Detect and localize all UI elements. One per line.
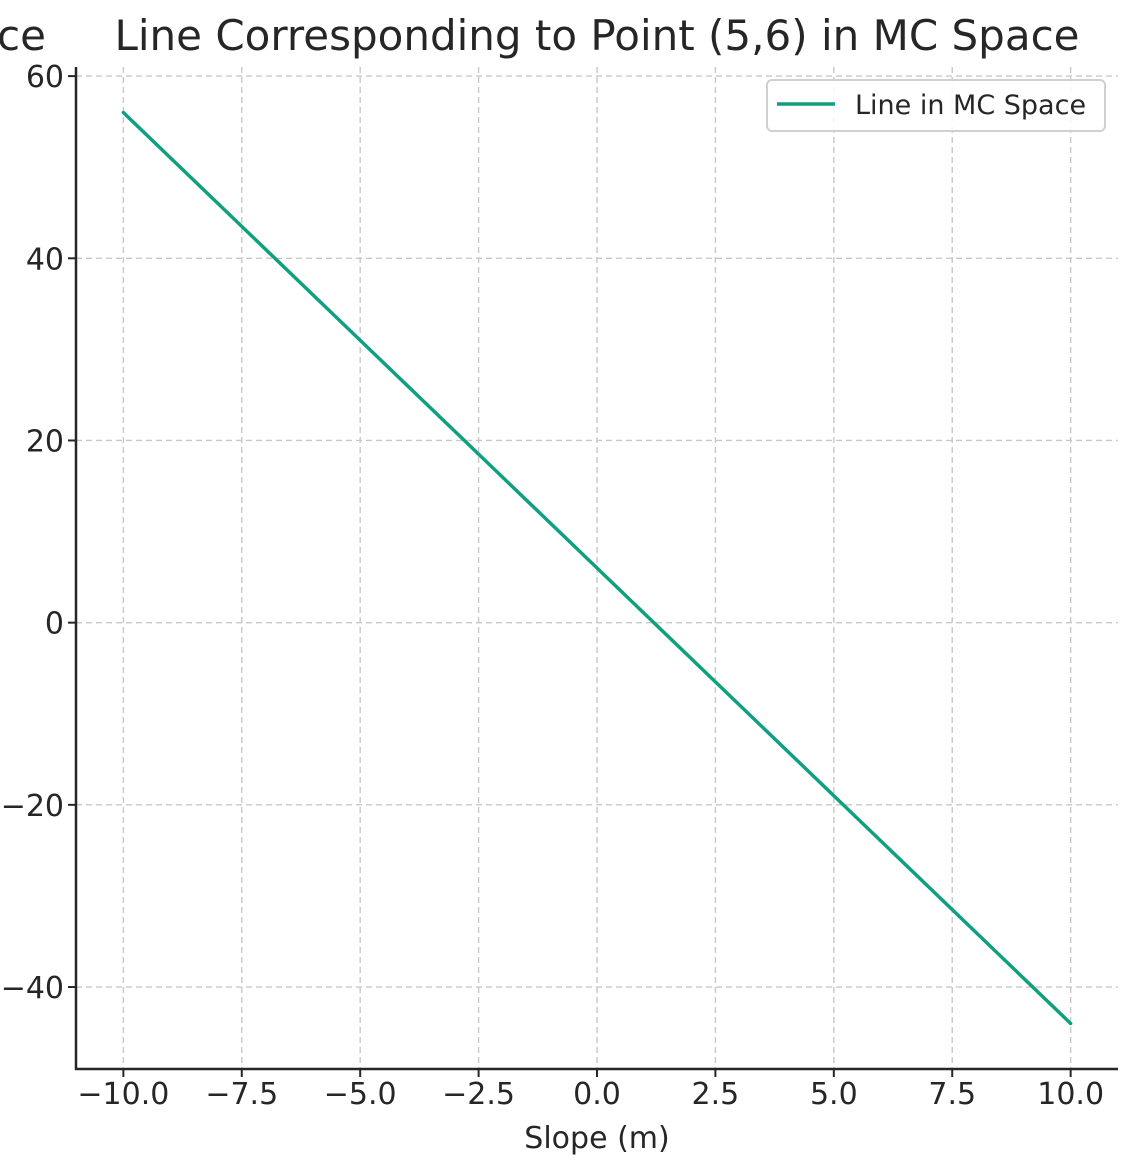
legend-label-line-in-mc-space: Line in MC Space <box>855 90 1086 121</box>
legend-box <box>766 79 1106 132</box>
chart-title-fragment-left: ce <box>0 11 46 60</box>
x-tick-label: 2.5 <box>692 1077 740 1112</box>
grid-lines <box>76 67 1118 1069</box>
x-tick-label: 0.0 <box>573 1077 621 1112</box>
y-tick-label: 40 <box>26 242 64 277</box>
y-tick-label: 0 <box>45 607 64 642</box>
x-tick-label: −2.5 <box>442 1077 515 1112</box>
x-tick-label: −7.5 <box>205 1077 278 1112</box>
series-layer <box>121 110 1073 1026</box>
x-tick-label: −5.0 <box>324 1077 397 1112</box>
y-axis-ticks: −40 −20 0 20 40 60 <box>1 60 76 1006</box>
y-tick-label: −40 <box>1 971 64 1006</box>
y-tick-label: 20 <box>26 424 64 459</box>
y-tick-label: 60 <box>26 60 64 95</box>
x-tick-label: 5.0 <box>810 1077 858 1112</box>
x-tick-label: 10.0 <box>1037 1077 1104 1112</box>
x-axis-ticks: −10.0 −7.5 −5.0 −2.5 0.0 2.5 5.0 7.5 10.0 <box>77 1069 1104 1112</box>
x-axis-title: Slope (m) <box>524 1121 669 1156</box>
legend: Line in MC Space <box>766 79 1106 132</box>
series-line-in-mc-space <box>121 110 1073 1026</box>
x-tick-label: −10.0 <box>77 1077 169 1112</box>
y-tick-label: −20 <box>1 789 64 824</box>
x-tick-label: 7.5 <box>928 1077 976 1112</box>
chart-title: Line Corresponding to Point (5,6) in MC … <box>114 11 1079 60</box>
